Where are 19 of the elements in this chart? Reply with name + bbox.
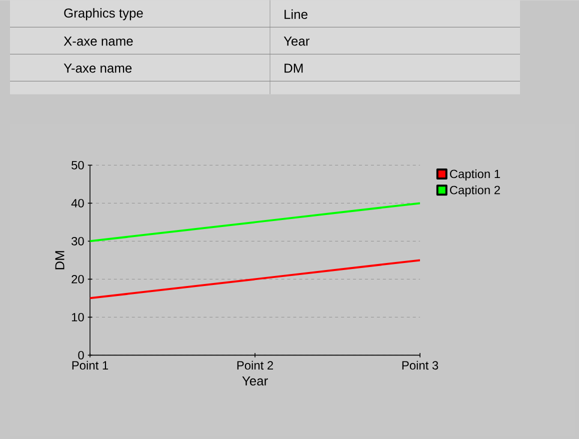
text: Graphics type: [64, 8, 143, 20]
y-tick-label: 20: [72, 274, 84, 284]
text: Year: [284, 36, 310, 46]
y-tick-label: 0: [78, 350, 84, 360]
legend-label: Caption 2: [450, 185, 500, 197]
legend-label: Caption 1: [450, 169, 500, 180]
x-tick-label: Point 2: [237, 360, 273, 370]
text: Line: [284, 9, 308, 19]
text: DM: [284, 64, 303, 73]
y-tick-label: 50: [72, 160, 84, 170]
text: Y-axe name: [64, 64, 132, 73]
x-axis-title: Year: [242, 376, 268, 386]
y-axis-title: DM: [55, 251, 64, 270]
y-tick-label: 30: [72, 236, 84, 246]
y-tick-label: 40: [71, 198, 84, 208]
text: X-axe name: [64, 36, 133, 46]
x-tick-label: Point 3: [402, 360, 438, 370]
y-tick-label: 10: [72, 312, 84, 322]
x-tick-label: Point 1: [72, 360, 108, 370]
